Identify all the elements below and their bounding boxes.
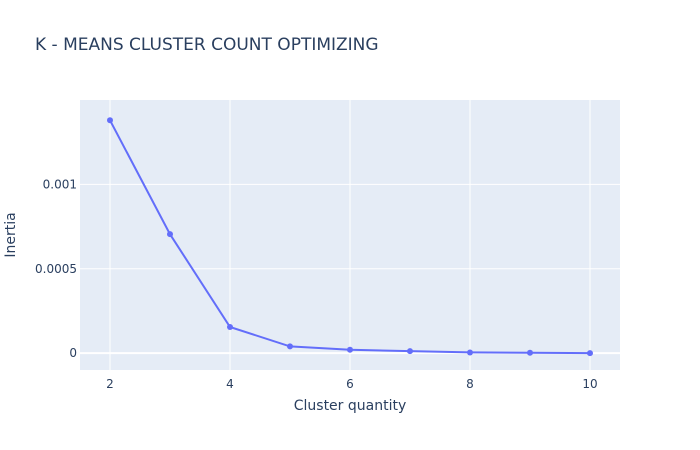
data-point: [347, 346, 353, 353]
data-point: [287, 343, 293, 350]
tick-labels: 2 4 6 8 10 0 0.0005 0.001: [35, 177, 598, 391]
x-axis-label: Cluster quantity: [294, 398, 407, 414]
data-point: [527, 349, 533, 356]
data-point: [407, 348, 413, 355]
data-points: [107, 117, 593, 357]
x-tick-label: 2: [106, 377, 114, 391]
x-tick-label: 6: [346, 377, 354, 391]
y-tick-label: 0.0005: [35, 262, 77, 276]
data-point: [587, 350, 593, 357]
data-point: [107, 117, 113, 124]
x-tick-label: 8: [466, 377, 474, 391]
data-point: [467, 349, 473, 356]
x-tick-label: 10: [582, 377, 597, 391]
y-tick-label: 0.001: [43, 177, 77, 191]
data-point: [227, 323, 233, 330]
y-tick-label: 0: [69, 346, 77, 360]
data-point: [167, 231, 173, 238]
y-axis-label: Inertia: [3, 212, 19, 257]
chart-title: K - MEANS CLUSTER COUNT OPTIMIZING: [35, 35, 379, 55]
x-tick-label: 4: [226, 377, 234, 391]
